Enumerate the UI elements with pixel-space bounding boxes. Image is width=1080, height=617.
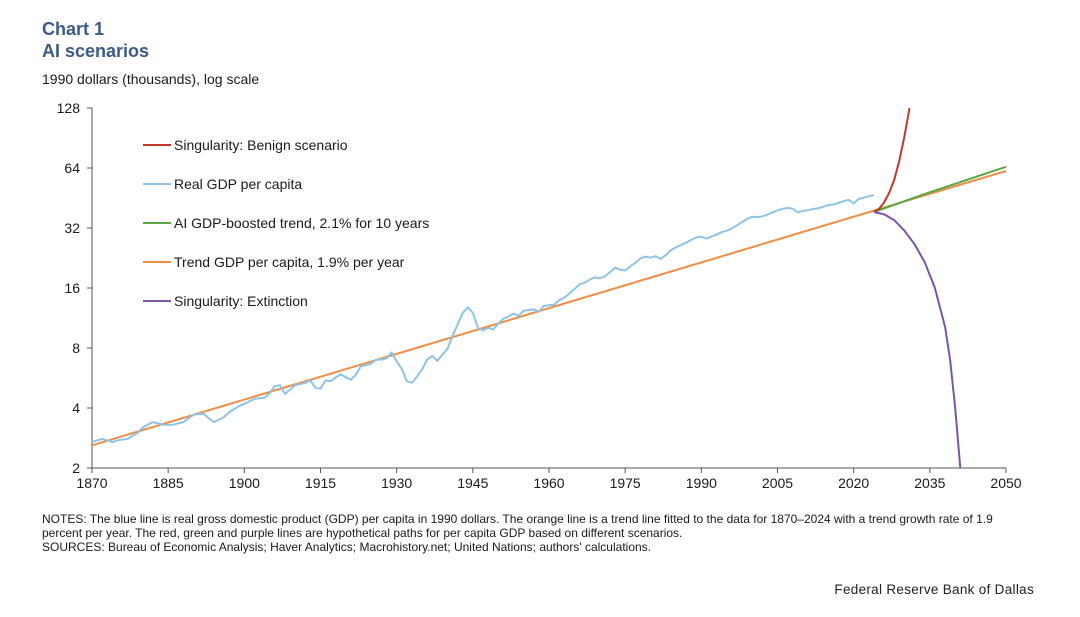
series-line-2 [91,194,875,443]
y-tick-label: 2 [72,460,80,476]
x-tick-label: 1990 [686,475,717,491]
x-tick-label: 1915 [305,475,336,491]
x-tick-label: 1975 [610,475,641,491]
x-tick-label: 2020 [838,475,869,491]
y-tick-label: 8 [72,340,80,356]
x-tick-label: 1930 [381,475,412,491]
chart-title: AI scenarios [42,41,150,61]
series-line-4 [91,170,1007,447]
x-tick-label: 1945 [457,475,488,491]
x-tick-label: 2050 [990,475,1021,491]
legend-label: AI GDP-boosted trend, 2.1% for 10 years [174,215,429,231]
y-tick-label: 64 [64,160,80,176]
series-line-3 [873,165,1007,213]
legend-label: Singularity: Extinction [174,293,308,309]
legend-label: Singularity: Benign scenario [174,137,348,153]
x-tick-label: 1900 [229,475,260,491]
x-tick-label: 2035 [914,475,945,491]
chart-number: Chart 1 [42,19,105,39]
source-credit: Federal Reserve Bank of Dallas [834,582,1034,597]
y-tick-label: 16 [64,280,80,296]
x-tick-label: 1960 [533,475,564,491]
series-line-1 [873,107,911,213]
notes-text: NOTES: The blue line is real gross domes… [42,512,993,541]
legend-label: Trend GDP per capita, 1.9% per year [174,254,405,270]
chart-subtitle: 1990 dollars (thousands), log scale [42,71,260,87]
y-tick-label: 128 [57,100,81,116]
legend-label: Real GDP per capita [174,176,302,192]
y-tick-label: 32 [64,220,80,236]
chart-notes: NOTES: The blue line is real gross domes… [42,512,1002,555]
line-chart: 2 4 8 16 32 64 128 1870 1885 1900 1915 1930 1945 1960… [57,100,1022,491]
series-line-5 [873,211,962,469]
sources-text: SOURCES: Bureau of Economic Analysis; Ha… [42,540,651,555]
x-tick-label: 2005 [762,475,793,491]
x-tick-label: 1870 [76,475,107,491]
y-tick-label: 4 [72,400,80,416]
x-tick-label: 1885 [153,475,184,491]
